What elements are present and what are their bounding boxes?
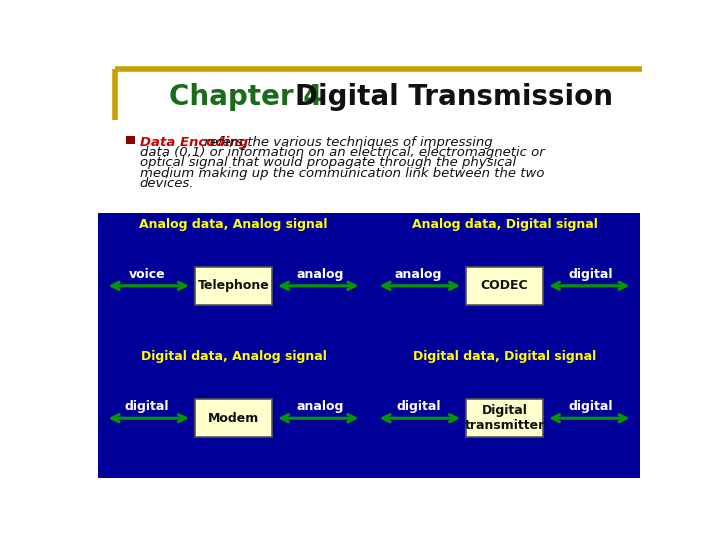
Text: Digital data, Analog signal: Digital data, Analog signal (140, 350, 326, 363)
Text: analog: analog (296, 268, 343, 281)
Bar (98, 213, 640, 478)
Text: CODEC: CODEC (481, 279, 528, 292)
Text: Digital Transmission: Digital Transmission (294, 83, 613, 111)
Text: Analog data, Analog signal: Analog data, Analog signal (139, 218, 328, 231)
Text: devices.: devices. (140, 177, 194, 190)
Text: Analog data, Digital signal: Analog data, Digital signal (412, 218, 598, 231)
Text: refers the various techniques of impressing: refers the various techniques of impress… (199, 136, 492, 148)
Text: optical signal that would propagate through the physical: optical signal that would propagate thro… (140, 157, 516, 170)
Text: digital: digital (569, 400, 613, 413)
Bar (195, 267, 272, 305)
Text: Digital data, Digital signal: Digital data, Digital signal (413, 350, 596, 363)
Bar (127, 136, 135, 144)
Bar (195, 399, 272, 437)
Text: analog: analog (296, 400, 343, 413)
Text: Digital
transmitter: Digital transmitter (464, 404, 544, 432)
Text: digital: digital (569, 268, 613, 281)
Text: voice: voice (129, 268, 166, 281)
Text: analog: analog (395, 268, 442, 281)
Bar (466, 399, 543, 437)
Text: digital: digital (125, 400, 169, 413)
Text: data (0,1) or information on an electrical, electromagnetic or: data (0,1) or information on an electric… (140, 146, 544, 159)
Text: digital: digital (396, 400, 441, 413)
Text: Telephone: Telephone (197, 279, 269, 292)
Text: Chapter 4: Chapter 4 (169, 83, 323, 111)
Text: medium making up the communication link between the two: medium making up the communication link … (140, 167, 544, 180)
Text: Modem: Modem (208, 411, 259, 425)
Text: Data Encoding: Data Encoding (140, 136, 248, 148)
Bar (466, 267, 543, 305)
